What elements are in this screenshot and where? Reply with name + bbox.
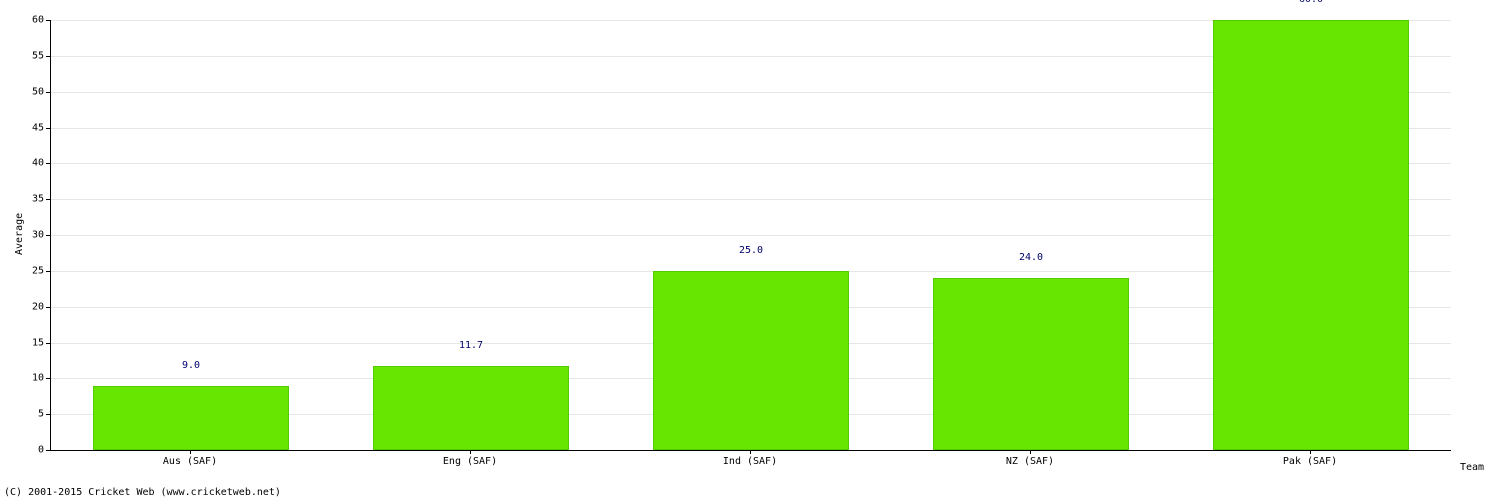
y-tick-label: 15 <box>4 337 44 348</box>
y-tick-label: 60 <box>4 15 44 26</box>
y-tick-mark <box>46 271 50 272</box>
y-tick-mark <box>46 450 50 451</box>
bar <box>1213 20 1409 450</box>
y-tick-mark <box>46 378 50 379</box>
bar-value-label: 60.0 <box>1213 0 1409 5</box>
x-tick-label: Aus (SAF) <box>163 456 217 467</box>
bar <box>933 278 1129 450</box>
plot-area: 9.0 11.7 25.0 24.0 60.0 <box>50 20 1451 451</box>
bar <box>93 386 289 451</box>
y-tick-mark <box>46 307 50 308</box>
x-tick-mark <box>1310 450 1311 454</box>
bar-container: 25.0 <box>653 20 849 450</box>
bar <box>373 366 569 450</box>
x-tick-label: Pak (SAF) <box>1283 456 1337 467</box>
y-tick-mark <box>46 92 50 93</box>
y-tick-label: 30 <box>4 230 44 241</box>
x-tick-mark <box>750 450 751 454</box>
y-tick-label: 25 <box>4 265 44 276</box>
bar-container: 60.0 <box>1213 20 1409 450</box>
x-tick-mark <box>1030 450 1031 454</box>
bar-container: 11.7 <box>373 20 569 450</box>
y-tick-mark <box>46 128 50 129</box>
y-tick-label: 20 <box>4 301 44 312</box>
x-tick-label: Eng (SAF) <box>443 456 497 467</box>
y-tick-mark <box>46 235 50 236</box>
bar-value-label: 11.7 <box>373 340 569 351</box>
x-tick-label: NZ (SAF) <box>1006 456 1054 467</box>
y-tick-mark <box>46 414 50 415</box>
copyright-caption: (C) 2001-2015 Cricket Web (www.cricketwe… <box>4 487 281 498</box>
y-tick-label: 55 <box>4 50 44 61</box>
y-tick-label: 50 <box>4 86 44 97</box>
y-tick-mark <box>46 56 50 57</box>
bar-container: 24.0 <box>933 20 1129 450</box>
x-tick-mark <box>190 450 191 454</box>
y-tick-label: 0 <box>4 445 44 456</box>
y-tick-label: 10 <box>4 373 44 384</box>
y-tick-label: 40 <box>4 158 44 169</box>
y-tick-mark <box>46 20 50 21</box>
y-tick-mark <box>46 199 50 200</box>
bar-value-label: 24.0 <box>933 252 1129 263</box>
y-tick-mark <box>46 163 50 164</box>
bar <box>653 271 849 450</box>
chart-container: 9.011.725.024.060.0 Average Team (C) 200… <box>0 0 1500 500</box>
y-tick-label: 35 <box>4 194 44 205</box>
x-axis-label: Team <box>1460 462 1484 473</box>
y-tick-label: 5 <box>4 409 44 420</box>
bar-value-label: 9.0 <box>93 360 289 371</box>
y-tick-mark <box>46 343 50 344</box>
y-tick-label: 45 <box>4 122 44 133</box>
bar-value-label: 25.0 <box>653 245 849 256</box>
bar-container: 9.0 <box>93 20 289 450</box>
x-tick-label: Ind (SAF) <box>723 456 777 467</box>
x-tick-mark <box>470 450 471 454</box>
